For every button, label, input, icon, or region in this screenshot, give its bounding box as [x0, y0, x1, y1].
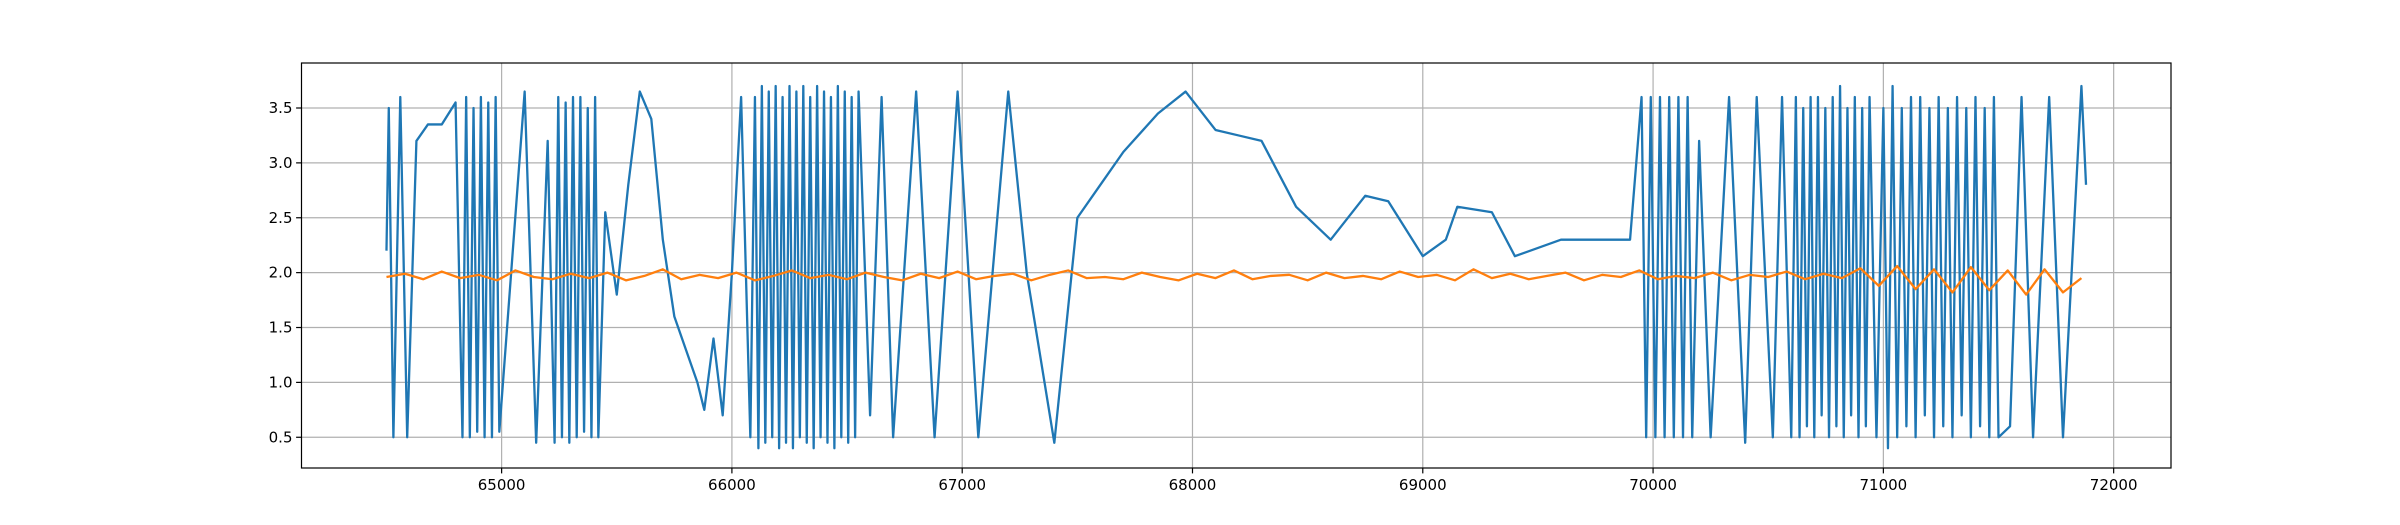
x-tick-label: 68000 — [1169, 476, 1217, 494]
y-tick-label: 1.0 — [269, 373, 293, 391]
x-tick-label: 72000 — [2090, 476, 2138, 494]
x-tick-label: 69000 — [1399, 476, 1447, 494]
y-tick-label: 2.0 — [269, 264, 293, 282]
y-tick-label: 1.5 — [269, 319, 293, 337]
x-tick-label: 70000 — [1629, 476, 1677, 494]
series-line — [386, 264, 2083, 296]
plot-frame — [300, 62, 2172, 469]
x-tick-label: 67000 — [938, 476, 986, 494]
y-tick-label: 3.5 — [269, 99, 293, 117]
y-tick-label: 0.5 — [269, 428, 293, 446]
x-tick-label: 71000 — [1860, 476, 1908, 494]
x-tick-label: 66000 — [708, 476, 756, 494]
y-tick-label: 3.0 — [269, 154, 293, 172]
series-line — [385, 84, 2088, 450]
y-tick-label: 2.5 — [269, 209, 293, 227]
x-tick-label: 65000 — [478, 476, 526, 494]
